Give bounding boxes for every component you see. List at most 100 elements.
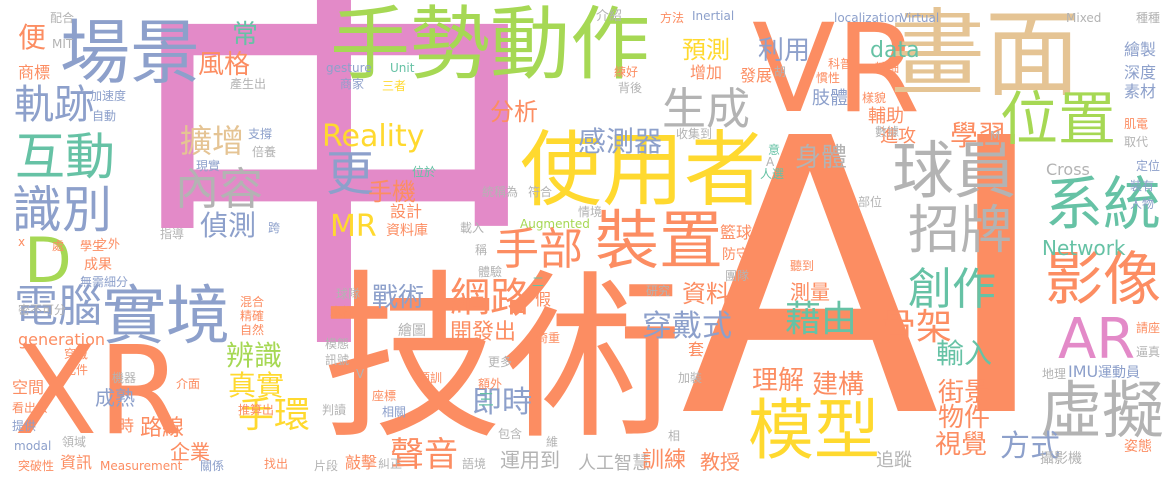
word-yuanjian: 元件 [64, 363, 89, 377]
word-chengguo: 成果 [84, 257, 112, 273]
word-zhuangyou: 裝有 [1130, 179, 1155, 193]
word-zhenshi: 真實 [228, 369, 285, 402]
word-mr: MR [330, 209, 377, 244]
word-huitu: 繪圖 [398, 323, 426, 339]
word-yanjiu: 研究 [646, 284, 671, 298]
word-chengshu: 成熟 [95, 386, 135, 410]
word-xiang: 相 [668, 429, 681, 443]
word-zairu: 載入 [460, 221, 485, 235]
word-yuxun: 預訓 [418, 371, 443, 385]
word-zhiti: 肢體 [812, 88, 848, 109]
word-weizhi: 位置 [1000, 85, 1117, 153]
word-x: x [18, 235, 26, 249]
word-yujing: 語境 [462, 457, 487, 471]
word-ganceqi: 感測器 [578, 125, 663, 158]
word-imu: IMU [1068, 362, 1099, 381]
word-inertial: Inertial [692, 9, 735, 23]
word-buwei: 部位 [858, 195, 883, 209]
word-jingque: 精確 [240, 309, 265, 323]
word-lijie: 理解 [752, 366, 805, 396]
word-ewai: 額外 [478, 377, 503, 391]
word-shuju: 數據 [875, 125, 900, 139]
word-shiyongzhe: 使用者 [520, 123, 767, 218]
word-guanxi: 關係 [200, 459, 225, 473]
word-geng: 更 [326, 146, 375, 202]
word-jieshao: 介紹 [596, 9, 623, 24]
word-kepu: 科普 [828, 57, 853, 71]
word-ziran: 自然 [240, 323, 265, 337]
word-pandu: 判讀 [322, 403, 347, 417]
word-wujian: 物件 [938, 403, 991, 433]
word-qiudui: 球隊 [336, 287, 361, 301]
word-shoujidao: 收集到 [676, 127, 713, 141]
word-luxian: 路線 [140, 416, 185, 441]
word-dingwei: 定位 [1136, 159, 1161, 173]
word-xiangguan: 相關 [382, 405, 407, 419]
word-yizhong: 倚重 [536, 331, 561, 345]
word-sheyingji: 攝影機 [1040, 451, 1082, 467]
word-yunyongdao: 運用到 [500, 448, 560, 472]
word-rengongzhihui: 人工智慧 [578, 453, 650, 474]
word-wei: 維 [546, 435, 559, 449]
word-shoushi: 手勢動作 [330, 0, 650, 91]
word-motai: 模態 [325, 337, 350, 351]
word-celiang: 測量 [790, 280, 830, 304]
word-chang: 常 [232, 20, 259, 50]
word-tuandui: 團隊 [725, 269, 750, 283]
word-mugun: 木棍 [330, 305, 355, 319]
word-shouji: 手機 [368, 178, 416, 206]
word-lanqiu: 籃球 [720, 223, 753, 242]
word-chuandaishi: 穿戴式 [642, 309, 732, 344]
word-yundongyuan: 運動員 [1098, 365, 1140, 381]
word-yangmao: 樣貌 [862, 91, 887, 105]
word-augmented: Augmented [520, 217, 590, 231]
word-beihou: 背後 [618, 81, 643, 95]
word-shoubu: 手部 [495, 224, 583, 275]
word-shuru: 輸入 [936, 337, 993, 370]
word-huamian: 畫面 [890, 0, 1081, 110]
word-jiemian: 介面 [176, 377, 201, 391]
word-moxing: 模型 [748, 392, 880, 469]
word-chanshengchu: 產生出 [230, 77, 267, 91]
word-hunhe: 混合 [240, 295, 265, 309]
word-sheji: 設計 [390, 202, 423, 221]
word-xuexi: 學習 [950, 119, 1007, 152]
word-tongchengwei: 統稱為 [482, 185, 519, 199]
word-dili: 地理 [1042, 367, 1067, 381]
word-zhanshu: 戰術 [372, 283, 425, 313]
word-yuce: 預測 [682, 36, 730, 64]
word-shenti: 身體 [795, 143, 848, 173]
word-zixun: 資訊 [60, 453, 93, 472]
word-pianduan: 片段 [314, 459, 339, 473]
word-kuozeng: 擴增 [180, 122, 245, 160]
word-shouhuan: 手環 [238, 395, 311, 436]
word-zhiwai: 之外 [96, 237, 121, 251]
word-renxuan: 人選 [760, 167, 785, 181]
word-bian: 便 [18, 21, 47, 54]
word-kanchuqu: 看出去 [12, 401, 49, 415]
word-v: V [356, 367, 365, 381]
word-zengjia: 增加 [690, 63, 723, 82]
word-chu: 處 [52, 239, 65, 253]
word-data: data [870, 38, 920, 63]
word-zhicheng: 支撐 [248, 127, 273, 141]
word-xianshi: 現實 [196, 159, 221, 173]
word-jiuzheng: 糾正 [378, 457, 403, 471]
word-huizhi: 繪製 [1124, 40, 1157, 59]
word-measurement: Measurement [100, 459, 183, 473]
word-guanxing: 慣性 [816, 71, 841, 85]
word-zhaopai: 招牌 [908, 201, 1013, 261]
word-tuisuanchu: 推算出 [238, 403, 275, 417]
word-reality: Reality [322, 119, 425, 154]
word-tao: 套 [688, 340, 705, 359]
word-jingong: 進攻 [880, 126, 916, 147]
word-jiazhuang: 加裝 [678, 371, 703, 385]
word-zhence: 偵測 [200, 209, 257, 242]
word-zhidao: 指導 [160, 227, 185, 241]
word-san: 三 [478, 390, 495, 409]
word-shibie: 識別 [12, 181, 112, 239]
word-network: Network [1042, 236, 1126, 260]
word-diannao: 電腦 [14, 281, 102, 332]
word-tingdao: 聽到 [790, 259, 815, 273]
word-vr: VR [752, 0, 921, 140]
